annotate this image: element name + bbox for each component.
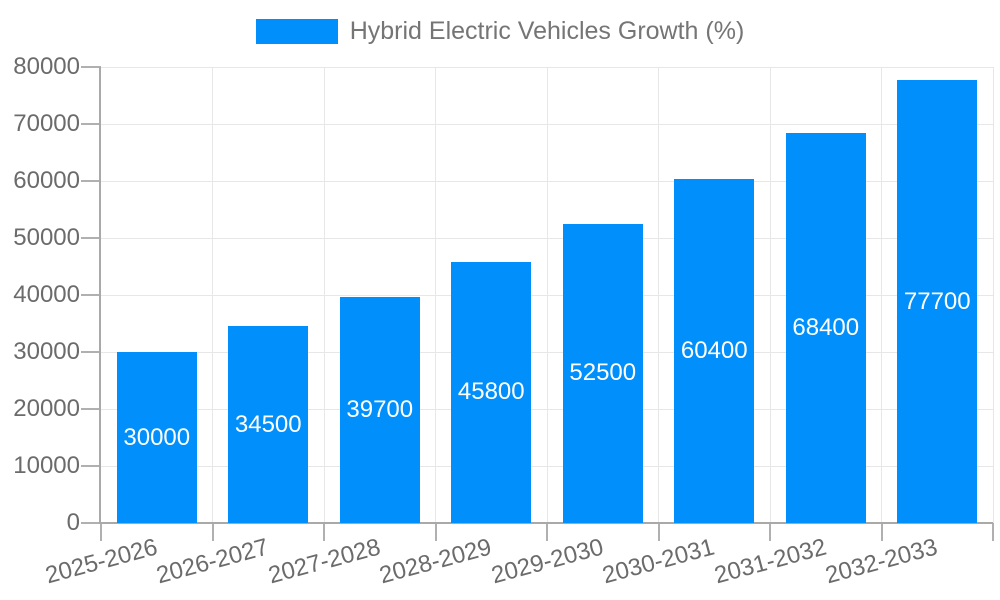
x-axis-tick bbox=[546, 523, 548, 541]
bar[interactable] bbox=[674, 178, 755, 523]
vertical-gridline bbox=[992, 67, 994, 523]
y-axis-tick-label: 20000 bbox=[13, 395, 80, 422]
y-axis-tick bbox=[81, 465, 101, 467]
y-axis-tick-label: 70000 bbox=[13, 110, 80, 137]
bar[interactable] bbox=[451, 261, 532, 523]
x-axis-tick bbox=[323, 523, 325, 541]
bar[interactable] bbox=[116, 352, 197, 523]
vertical-gridline bbox=[323, 67, 325, 523]
bar[interactable] bbox=[562, 223, 643, 523]
x-axis-tick bbox=[880, 523, 883, 541]
bar-value-label: 52500 bbox=[569, 359, 637, 387]
y-axis-tick bbox=[81, 522, 101, 524]
legend-swatch bbox=[255, 19, 338, 44]
bar-value-label: 45800 bbox=[457, 378, 525, 406]
y-axis-tick bbox=[81, 123, 101, 125]
vertical-gridline bbox=[881, 67, 882, 523]
bar[interactable] bbox=[785, 133, 866, 523]
x-axis-line bbox=[99, 522, 993, 524]
y-axis-tick bbox=[81, 66, 101, 68]
bar-value-label: 30000 bbox=[123, 423, 191, 451]
bar-value-label: 34500 bbox=[234, 410, 302, 438]
y-axis-tick bbox=[81, 180, 101, 182]
y-axis-tick-label: 0 bbox=[66, 509, 80, 536]
bar-value-label: 60400 bbox=[680, 336, 748, 364]
x-axis-tick bbox=[211, 523, 214, 541]
y-axis-tick bbox=[81, 294, 101, 296]
bar-value-label: 77700 bbox=[903, 287, 971, 315]
legend-label: Hybrid Electric Vehicles Growth (%) bbox=[349, 17, 745, 45]
x-axis-tick bbox=[769, 523, 771, 541]
bar[interactable] bbox=[228, 326, 309, 523]
x-axis-tick bbox=[100, 523, 102, 541]
bar[interactable] bbox=[897, 80, 978, 523]
x-axis-tick bbox=[992, 523, 994, 541]
y-axis-tick-label: 30000 bbox=[13, 338, 80, 365]
y-axis-tick-label: 60000 bbox=[13, 167, 80, 194]
vertical-gridline bbox=[658, 67, 659, 523]
y-axis-tick bbox=[81, 351, 101, 353]
y-axis-line bbox=[99, 67, 101, 523]
y-axis-tick-label: 40000 bbox=[13, 281, 80, 308]
y-axis-tick bbox=[81, 408, 101, 410]
legend[interactable]: Hybrid Electric Vehicles Growth (%) bbox=[0, 17, 1000, 46]
vertical-gridline bbox=[212, 67, 213, 523]
y-axis-tick-label: 80000 bbox=[13, 53, 80, 80]
vertical-gridline bbox=[435, 67, 436, 523]
bar[interactable] bbox=[339, 296, 420, 523]
x-axis-tick bbox=[434, 523, 437, 541]
y-axis-tick-label: 10000 bbox=[13, 452, 80, 479]
bar-value-label: 39700 bbox=[346, 395, 414, 423]
y-axis-tick-label: 50000 bbox=[13, 224, 80, 251]
x-axis-tick bbox=[657, 523, 660, 541]
vertical-gridline bbox=[769, 67, 771, 523]
bar-value-label: 68400 bbox=[792, 314, 860, 342]
vertical-gridline bbox=[546, 67, 548, 523]
y-axis-tick bbox=[81, 237, 101, 239]
